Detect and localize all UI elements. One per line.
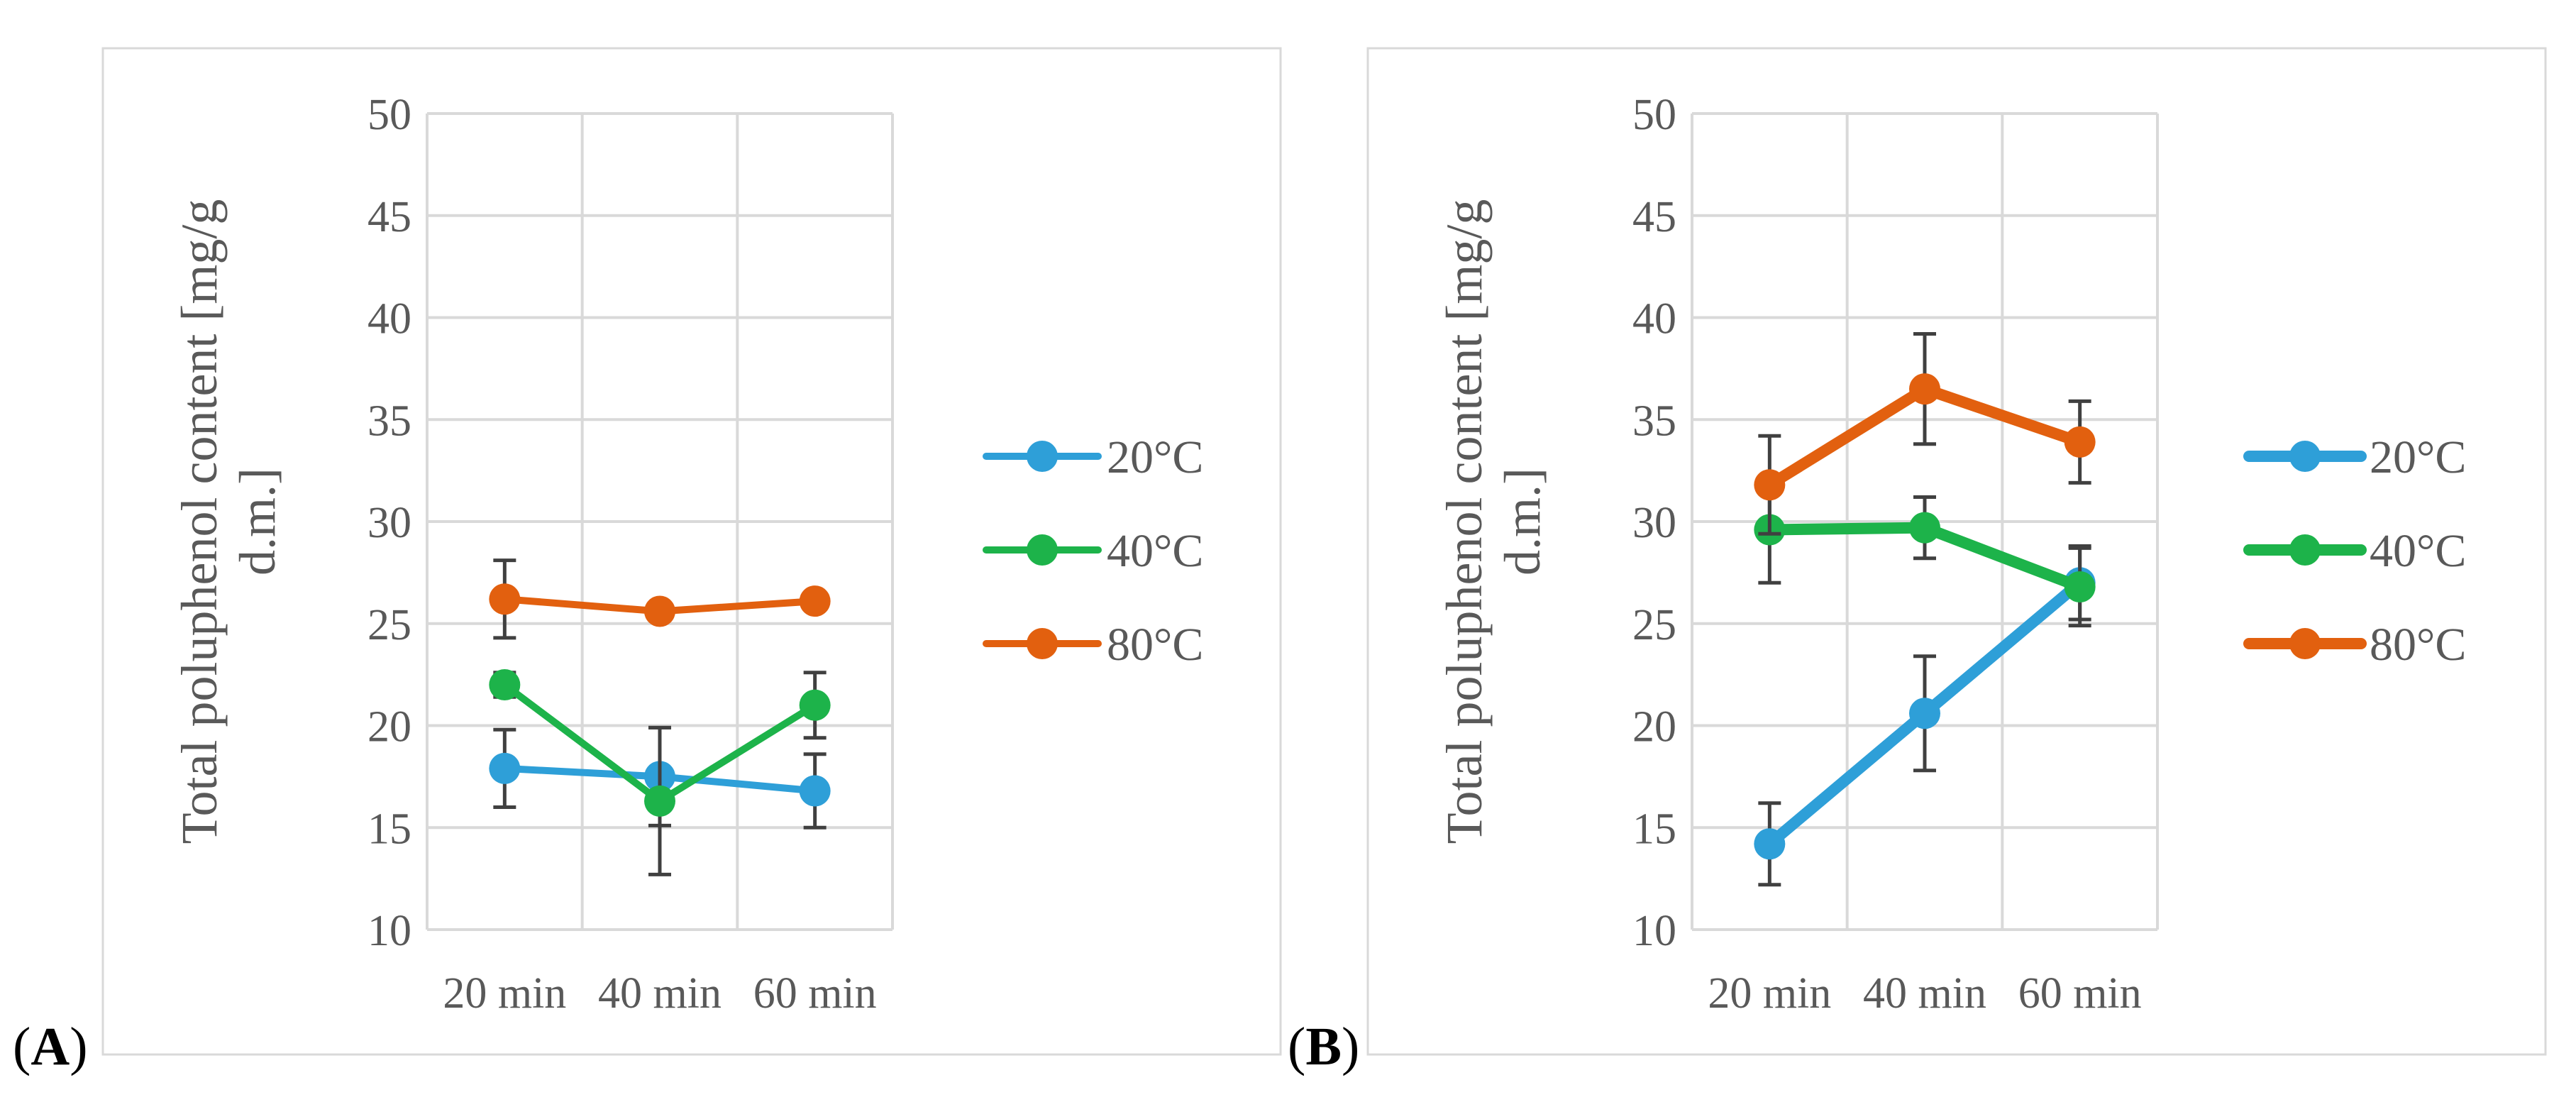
data-point (799, 689, 831, 721)
panel-label: (B) (1288, 1017, 1359, 1076)
y-tick-label: 15 (367, 805, 411, 853)
data-point (1909, 698, 1940, 729)
panel-label-letter: A (31, 1017, 70, 1076)
y-tick-label: 30 (367, 499, 411, 547)
panel-label-paren-close: ) (70, 1017, 87, 1076)
y-tick-label: 10 (1632, 907, 1676, 955)
legend-marker (2289, 628, 2321, 659)
legend-label: 20°C (2370, 431, 2466, 483)
y-tick-label: 25 (1632, 601, 1676, 649)
series-20C (1754, 544, 2096, 887)
chart-panel-a: 10 15 20 25 30 35 40 45 50 20 min 40 min 60 min Tota… (13, 47, 1282, 1076)
legend-label: 80°C (2370, 619, 2466, 671)
panel-label-paren-close: ) (1342, 1017, 1359, 1076)
legend-marker (1027, 441, 1058, 472)
x-tick-label: 40 min (1863, 969, 1986, 1018)
chart-frame (101, 47, 1282, 1056)
panel-label-letter: B (1305, 1017, 1342, 1076)
series-40C (489, 669, 831, 876)
x-tick-label: 20 min (1708, 969, 1831, 1018)
x-tick-label: 40 min (598, 969, 722, 1018)
legend-label: 20°C (1107, 431, 1203, 483)
data-point (489, 669, 521, 700)
data-point (799, 585, 831, 617)
y-axis-label-line: Total poluphenol content [mg/g (1436, 199, 1493, 844)
y-tick-label: 20 (1632, 703, 1676, 751)
y-tick-label: 50 (367, 91, 411, 139)
data-point (644, 595, 675, 627)
data-point (799, 775, 831, 807)
y-tick-label: 40 (1632, 295, 1676, 343)
y-axis-label-line: Total poluphenol content [mg/g (171, 199, 228, 844)
data-point (2064, 426, 2096, 458)
y-tick-label: 35 (367, 397, 411, 445)
legend-marker (1027, 534, 1058, 566)
legend-marker (2289, 441, 2321, 472)
y-tick-label: 10 (367, 907, 411, 955)
data-point (1754, 828, 1786, 860)
series-40C (1754, 475, 2096, 628)
y-tick-label: 50 (1632, 91, 1676, 139)
legend-marker (1027, 628, 1058, 659)
data-point (1754, 469, 1786, 501)
series-80C (1754, 332, 2096, 536)
legend-marker (2289, 534, 2321, 566)
data-point (489, 752, 521, 784)
legend-label: 80°C (1107, 619, 1203, 671)
y-axis-label: Total poluphenol content [mg/gd.m.] (171, 199, 286, 844)
data-point (489, 583, 521, 615)
legend-label: 40°C (2370, 525, 2466, 577)
y-tick-label: 15 (1632, 805, 1676, 853)
x-tick-label: 60 min (2018, 969, 2142, 1018)
y-axis-label: Total poluphenol content [mg/gd.m.] (1436, 199, 1551, 844)
y-tick-label: 30 (1632, 499, 1676, 547)
x-tick-label: 60 min (753, 969, 877, 1018)
data-point (1909, 373, 1940, 405)
legend-label: 40°C (1107, 525, 1203, 577)
y-tick-label: 45 (1632, 193, 1676, 241)
y-axis-label-line: d.m.] (1494, 468, 1551, 575)
y-tick-label: 40 (367, 295, 411, 343)
y-tick-label: 45 (367, 193, 411, 241)
chart-panel-b: 10 15 20 25 30 35 40 45 50 20 min 40 min 60 min Tota… (1288, 47, 2547, 1076)
y-tick-label: 35 (1632, 397, 1676, 445)
y-tick-label: 20 (367, 703, 411, 751)
panel-label-paren-open: ( (13, 1017, 31, 1076)
y-tick-label: 25 (367, 601, 411, 649)
panel-label-paren-open: ( (1288, 1017, 1305, 1076)
series-80C (489, 558, 831, 640)
chart-frame (1366, 47, 2547, 1056)
panel-label: (A) (13, 1017, 88, 1076)
y-axis-label-line: d.m.] (229, 468, 286, 575)
data-point (2064, 571, 2096, 602)
data-point (1909, 512, 1940, 544)
data-point (644, 785, 675, 817)
x-tick-label: 20 min (443, 969, 566, 1018)
